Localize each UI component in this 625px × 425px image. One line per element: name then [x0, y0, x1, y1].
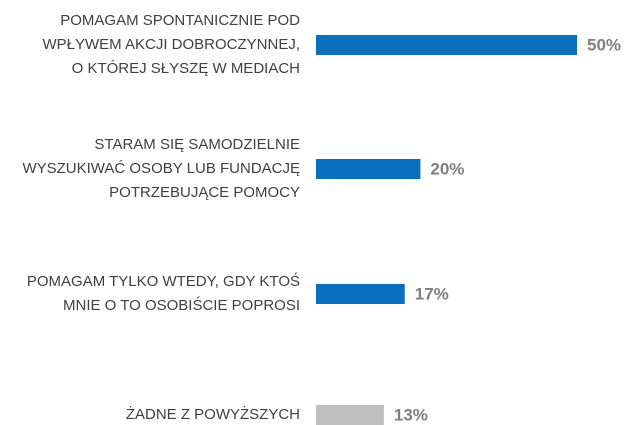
category-label: WPŁYWEM AKCJI DOBROCZYNNEJ,: [42, 36, 300, 53]
category-label: POMAGAM SPONTANICZNIE POD: [60, 12, 300, 29]
bar: [316, 405, 384, 425]
value-label: 13%: [394, 405, 428, 424]
bar: [316, 35, 577, 55]
value-label: 17%: [415, 284, 449, 303]
category-label: POMAGAM TYLKO WTEDY, GDY KTOŚ: [27, 272, 300, 290]
category-label: MNIE O TO OSOBIŚCIE POPROSI: [63, 296, 300, 314]
bar: [316, 284, 405, 304]
category-label: STARAM SIĘ SAMODZIELNIE: [94, 136, 300, 153]
category-label: POTRZEBUJĄCE POMOCY: [109, 184, 300, 201]
category-label: O KTÓREJ SŁYSZĘ W MEDIACH: [72, 60, 300, 77]
value-label: 50%: [587, 35, 621, 54]
category-label: ŻADNE Z POWYŻSZYCH: [126, 405, 300, 423]
bar: [316, 159, 421, 179]
value-label: 20%: [430, 159, 464, 178]
category-label: WYSZUKIWAĆ OSOBY LUB FUNDACJĘ: [22, 160, 300, 177]
